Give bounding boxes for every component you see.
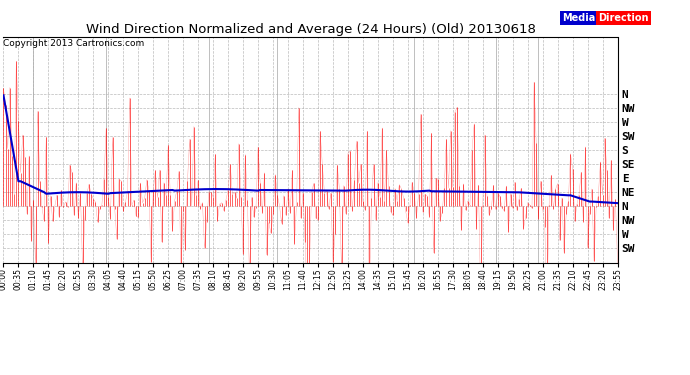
Title: Wind Direction Normalized and Average (24 Hours) (Old) 20130618: Wind Direction Normalized and Average (2… bbox=[86, 23, 535, 36]
Text: Median: Median bbox=[562, 13, 602, 23]
Text: Copyright 2013 Cartronics.com: Copyright 2013 Cartronics.com bbox=[3, 39, 145, 48]
Text: Direction: Direction bbox=[598, 13, 649, 23]
